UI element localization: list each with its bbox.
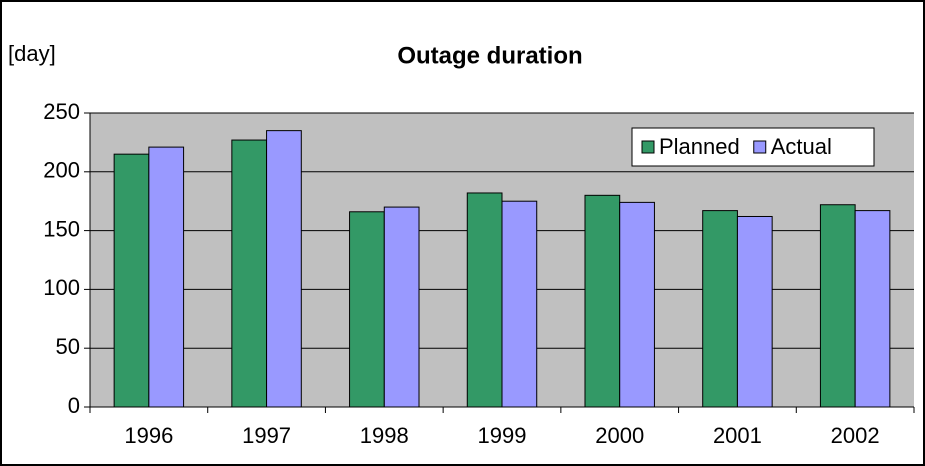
y-axis-label: [day] — [8, 41, 56, 66]
bar — [584, 194, 621, 408]
bar — [501, 200, 538, 408]
x-tick-label: 2002 — [831, 423, 880, 448]
bar — [819, 204, 856, 408]
y-tick-label: 0 — [68, 393, 80, 418]
chart-title: Outage duration — [397, 42, 582, 69]
legend-label: Actual — [771, 134, 832, 159]
bar — [383, 206, 420, 408]
bar — [231, 139, 268, 408]
y-tick-label: 200 — [43, 158, 80, 183]
legend-swatch — [641, 140, 655, 154]
x-tick-label: 1996 — [124, 423, 173, 448]
legend-box — [631, 127, 875, 167]
bar — [148, 146, 185, 408]
x-tick-label: 1999 — [478, 423, 527, 448]
bar — [619, 201, 655, 408]
bar — [702, 210, 738, 408]
bar — [266, 130, 302, 408]
x-tick-label: 1998 — [360, 423, 409, 448]
x-tick-label: 2001 — [713, 423, 762, 448]
bar — [349, 211, 385, 408]
legend-label: Planned — [659, 134, 740, 159]
x-tick-label: 1997 — [242, 423, 291, 448]
x-tick-label: 2000 — [595, 423, 644, 448]
bar — [736, 215, 773, 408]
bar — [113, 153, 150, 408]
y-tick-label: 50 — [56, 334, 80, 359]
y-tick-label: 100 — [43, 275, 80, 300]
bar — [854, 210, 891, 408]
y-tick-label: 250 — [43, 99, 80, 124]
legend-swatch — [753, 140, 767, 154]
bar — [466, 192, 503, 408]
y-tick-label: 150 — [43, 216, 80, 241]
